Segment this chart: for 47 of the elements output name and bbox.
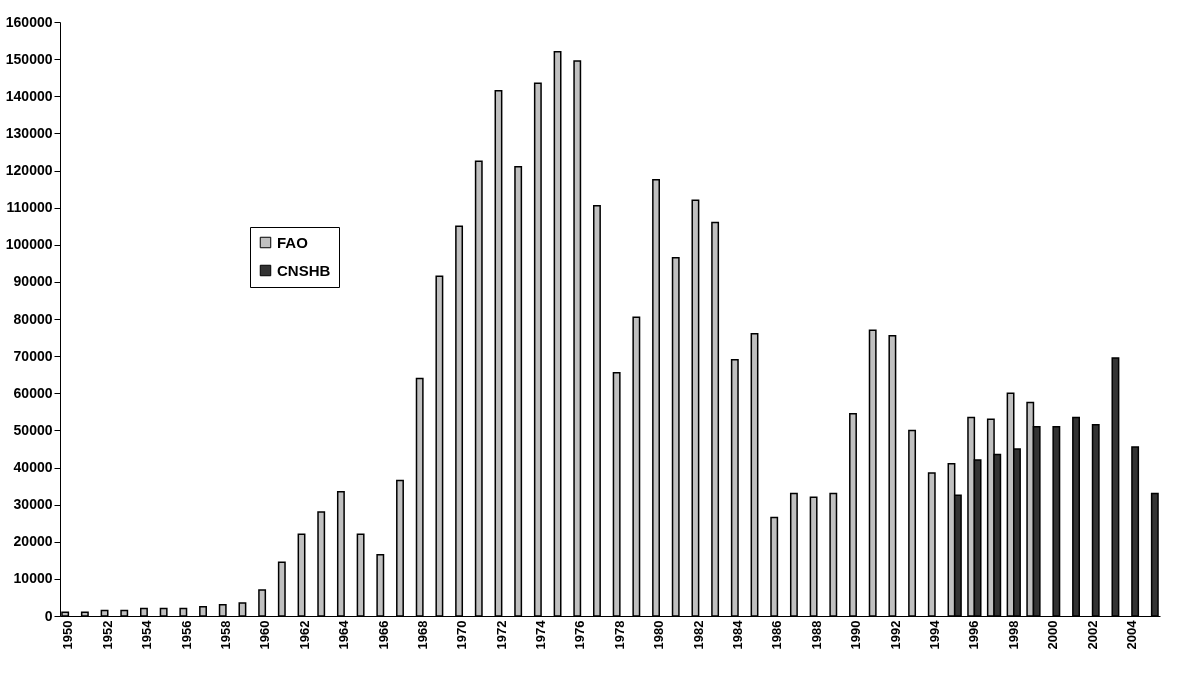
x-tick-label: 1956 — [178, 620, 194, 650]
legend-label: CNSHB — [277, 261, 331, 279]
y-tick-label: 90000 — [13, 273, 53, 290]
x-tick-label: 1966 — [375, 620, 391, 650]
x-tick-label: 1960 — [257, 620, 273, 650]
y-tick-label: 110000 — [6, 199, 53, 216]
x-tick-label: 2004 — [1123, 619, 1139, 650]
x-tick-label: 2002 — [1084, 620, 1100, 650]
x-tick-label: 1988 — [808, 620, 824, 650]
x-tick-label: 1970 — [454, 620, 470, 650]
x-tick-label: 1958 — [217, 620, 233, 650]
x-tick-label: 1998 — [1005, 620, 1021, 650]
x-tick-label: 1954 — [139, 619, 155, 650]
x-tick-label: 1992 — [887, 620, 903, 650]
x-tick-label: 1972 — [493, 620, 509, 650]
x-tick-label: 1982 — [690, 620, 706, 650]
x-tick-label: 1994 — [926, 619, 942, 650]
x-tick-label: 1978 — [611, 620, 627, 650]
y-tick-label: 0 — [44, 607, 53, 624]
y-tick-label: 130000 — [5, 124, 53, 141]
x-tick-label: 1962 — [296, 620, 312, 650]
y-tick-label: 40000 — [13, 459, 53, 475]
y-tick-label: 80000 — [13, 310, 53, 327]
x-tick-label: 1952 — [99, 620, 115, 650]
y-tick-label: 120000 — [5, 162, 53, 178]
legend-label: FAO — [277, 233, 309, 251]
x-tick-label: 1984 — [730, 619, 746, 650]
y-tick-label: 150000 — [5, 50, 53, 67]
y-tick-label: 160000 — [5, 13, 53, 30]
y-tick-label: 70000 — [13, 347, 53, 364]
y-tick-label: 60000 — [13, 384, 53, 401]
y-tick-label: 50000 — [13, 421, 53, 438]
y-tick-label: 140000 — [5, 87, 53, 104]
x-tick-label: 1974 — [533, 619, 549, 650]
x-tick-label: 1976 — [572, 620, 588, 650]
y-tick-label: 20000 — [13, 533, 53, 550]
y-tick-label: 10000 — [13, 570, 53, 587]
y-tick-label: 100000 — [5, 236, 53, 253]
x-tick-label: 1986 — [769, 620, 785, 650]
x-tick-label: 1968 — [414, 620, 430, 650]
x-tick-label: 2000 — [1045, 620, 1061, 650]
x-tick-label: 1964 — [336, 619, 352, 650]
y-tick-label: 30000 — [13, 496, 53, 513]
x-tick-label: 1990 — [848, 620, 864, 650]
x-tick-label: 1996 — [966, 620, 982, 650]
x-tick-label: 1980 — [651, 620, 667, 650]
x-tick-label: 1950 — [60, 620, 76, 650]
